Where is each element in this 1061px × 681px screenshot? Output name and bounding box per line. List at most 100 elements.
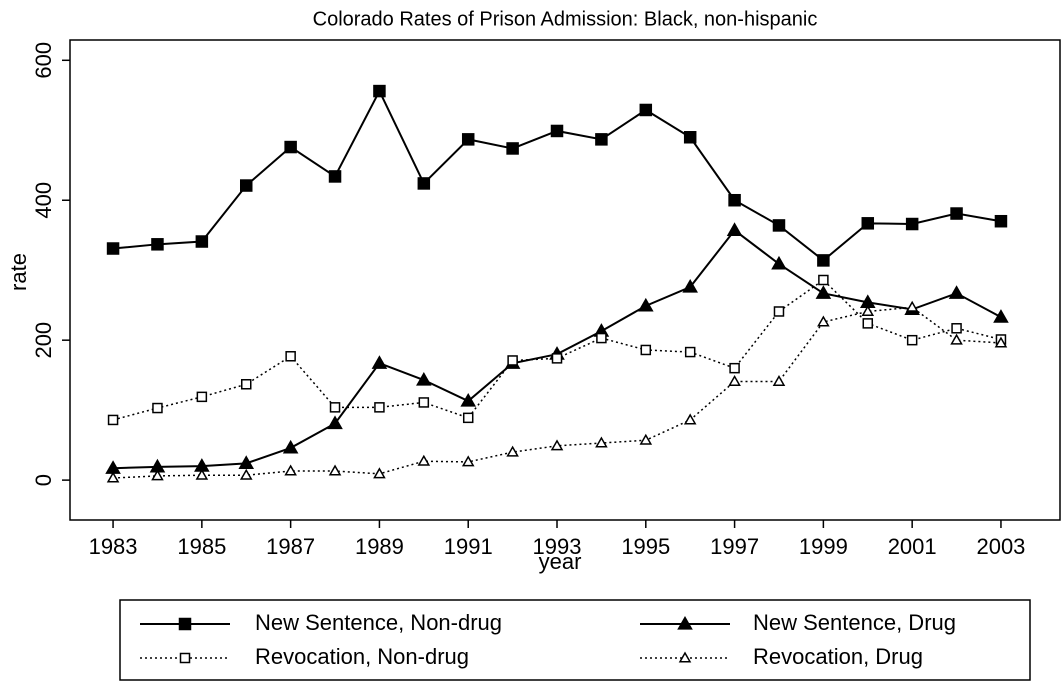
x-tick-label: 2001 <box>888 534 937 559</box>
series-line <box>112 88 1002 262</box>
data-point <box>151 469 164 481</box>
data-point <box>639 103 653 117</box>
data-point <box>328 464 342 476</box>
data-point <box>550 124 564 138</box>
data-point <box>285 351 296 362</box>
data-point <box>818 274 829 286</box>
data-point <box>417 454 431 466</box>
data-point <box>684 346 696 358</box>
legend-label: Revocation, Drug <box>753 644 923 669</box>
data-point <box>950 333 963 345</box>
data-point <box>596 332 607 344</box>
data-point <box>196 391 208 403</box>
data-point <box>329 402 341 413</box>
data-point <box>417 177 431 190</box>
data-point <box>638 297 654 312</box>
data-point <box>107 414 119 426</box>
data-point <box>771 255 787 270</box>
data-point <box>506 445 519 457</box>
data-point <box>462 412 474 424</box>
data-point <box>728 193 741 207</box>
data-point <box>595 436 608 448</box>
data-point <box>106 471 120 483</box>
data-point <box>373 467 386 479</box>
x-tick-label: 2003 <box>976 534 1025 559</box>
legend-frame <box>119 599 1031 681</box>
data-point <box>994 336 1008 348</box>
data-point <box>773 306 785 317</box>
data-point <box>729 362 740 374</box>
data-point <box>418 397 430 408</box>
x-axis-label: year <box>539 549 582 574</box>
x-tick-label: 1993 <box>533 534 582 559</box>
x-tick-label: 1987 <box>266 534 315 559</box>
data-point <box>239 179 253 192</box>
data-point <box>817 315 830 327</box>
x-tick-label: 1997 <box>710 534 759 559</box>
data-point <box>371 355 388 369</box>
data-point <box>817 254 830 267</box>
series-line <box>113 306 1002 479</box>
legend-marker <box>178 617 192 631</box>
x-tick-label: 1989 <box>355 534 404 559</box>
data-point <box>682 278 698 293</box>
data-point <box>905 217 919 231</box>
plot-frame <box>69 39 1061 521</box>
y-tick-label: 600 <box>31 42 56 79</box>
data-point <box>861 304 875 316</box>
data-point <box>461 133 475 146</box>
data-point <box>551 353 563 364</box>
data-point <box>461 455 475 467</box>
data-point <box>507 355 518 366</box>
data-point <box>640 344 652 356</box>
data-point <box>328 170 342 183</box>
data-point <box>906 334 918 346</box>
data-point <box>550 439 564 451</box>
data-point <box>240 379 252 390</box>
legend-label: Revocation, Non-drug <box>255 644 469 669</box>
data-point <box>327 415 343 430</box>
data-point <box>238 455 255 469</box>
data-point <box>195 235 209 248</box>
data-point <box>726 222 743 236</box>
data-point <box>993 309 1009 323</box>
data-point <box>239 468 253 480</box>
legend-marker <box>678 651 692 663</box>
data-point <box>815 285 832 299</box>
data-point <box>284 464 297 476</box>
y-tick-label: 200 <box>31 322 56 359</box>
data-point <box>951 323 962 334</box>
data-point <box>948 285 965 299</box>
data-point <box>374 402 385 413</box>
x-tick-label: 1985 <box>177 534 226 559</box>
data-point <box>416 372 432 386</box>
data-point <box>862 318 874 329</box>
chart-title: Colorado Rates of Prison Admission: Blac… <box>313 8 818 30</box>
x-tick-label: 1999 <box>799 534 848 559</box>
x-tick-label: 1991 <box>444 534 493 559</box>
x-tick-label: 1983 <box>89 534 138 559</box>
legend-marker <box>677 615 693 630</box>
data-point <box>106 242 120 255</box>
data-point <box>284 140 297 154</box>
data-point <box>506 142 519 155</box>
data-point <box>728 374 741 386</box>
data-point <box>639 433 653 445</box>
data-point <box>151 238 164 251</box>
data-point <box>772 374 786 386</box>
data-point <box>460 393 477 407</box>
x-tick-label: 1995 <box>621 534 670 559</box>
legend-marker <box>179 652 191 664</box>
data-point <box>195 468 209 480</box>
data-point <box>373 84 386 98</box>
legend-label: New Sentence, Non-drug <box>255 610 502 635</box>
y-tick-label: 0 <box>31 474 56 486</box>
data-point <box>595 133 608 146</box>
data-point <box>905 300 919 312</box>
legend-label: New Sentence, Drug <box>753 610 956 635</box>
data-point <box>683 131 697 144</box>
data-point <box>772 219 786 232</box>
y-axis-label: rate <box>6 253 31 291</box>
data-point <box>282 439 299 454</box>
